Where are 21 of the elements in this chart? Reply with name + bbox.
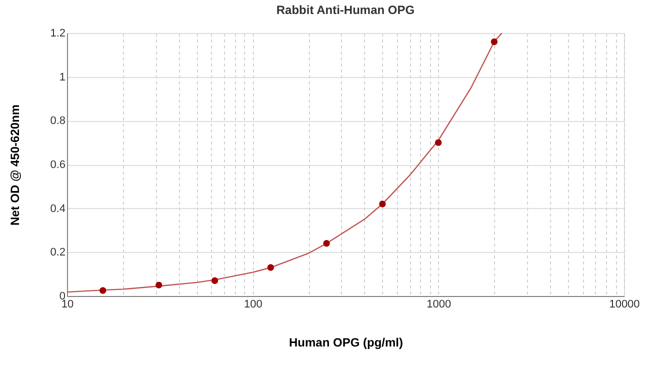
point <box>379 200 386 208</box>
point <box>490 38 498 46</box>
y-tick-label: 0.8 <box>50 115 66 128</box>
y-tick-label: 0.2 <box>50 246 66 259</box>
point <box>100 287 106 294</box>
x-tick-label: 100 <box>244 298 262 310</box>
point <box>434 139 442 146</box>
y-tick-label: 1 <box>59 71 66 84</box>
point <box>211 277 218 284</box>
y-axis-title: Net OD @ 450-620nm <box>8 104 22 226</box>
chart-title: Rabbit Anti-Human OPG <box>276 3 415 17</box>
y-tick-label: 1.2 <box>50 28 66 40</box>
y-tick-label: 0.6 <box>50 159 66 171</box>
point <box>267 264 274 271</box>
y-tick-label: 0.4 <box>50 202 66 215</box>
point <box>156 282 162 288</box>
x-tick-label: 10 <box>61 298 74 310</box>
x-tick-label: 1000 <box>426 298 452 310</box>
x-axis-title: Human OPG (pg/ml) <box>289 336 404 350</box>
point <box>323 240 330 247</box>
x-tick-label: 10000 <box>609 298 640 310</box>
